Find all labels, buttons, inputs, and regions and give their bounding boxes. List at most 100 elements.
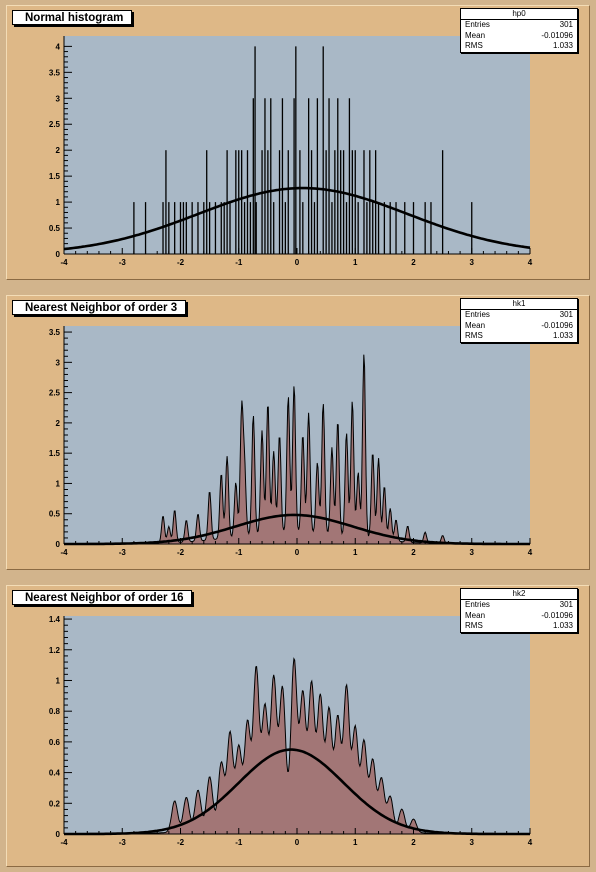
x-tick-label: 3 bbox=[470, 838, 475, 847]
y-tick-label: 1.2 bbox=[49, 646, 61, 655]
stats-mean-label: Mean bbox=[465, 320, 486, 330]
gaussian-fit-curve bbox=[64, 748, 530, 836]
stats-row-rms: RMS 1.033 bbox=[461, 41, 577, 52]
stats-entries-label: Entries bbox=[465, 600, 490, 609]
x-tick-label: 0 bbox=[295, 258, 300, 267]
x-tick-label: 2 bbox=[411, 838, 416, 847]
stats-entries-value: 301 bbox=[559, 20, 573, 29]
x-tick-label: -2 bbox=[177, 548, 185, 557]
stats-row-entries: Entries 301 bbox=[461, 310, 577, 321]
y-tick-label: 1.5 bbox=[49, 172, 61, 181]
x-tick-label: 1 bbox=[353, 838, 358, 847]
y-tick-label: 0.2 bbox=[49, 799, 61, 808]
x-tick-label: 1 bbox=[353, 258, 358, 267]
stats-mean-label: Mean bbox=[465, 610, 486, 620]
x-tick-label: 4 bbox=[528, 838, 533, 847]
y-tick-label: 1 bbox=[56, 676, 61, 685]
gaussian-fit-curve bbox=[64, 513, 530, 546]
stats-entries-value: 301 bbox=[559, 600, 573, 609]
y-tick-label: 2.5 bbox=[49, 389, 61, 398]
stats-name: hk1 bbox=[461, 299, 577, 310]
y-tick-label: 2 bbox=[56, 146, 61, 155]
stats-mean-value: -0.01096 bbox=[541, 30, 573, 40]
x-tick-label: 3 bbox=[470, 258, 475, 267]
y-tick-label: 0 bbox=[56, 830, 61, 839]
x-tick-label: -3 bbox=[119, 838, 127, 847]
chart-title: Normal histogram bbox=[12, 10, 133, 25]
stats-name: hp0 bbox=[461, 9, 577, 20]
stats-row-rms: RMS 1.033 bbox=[461, 331, 577, 342]
stats-rms-label: RMS bbox=[465, 41, 483, 50]
stats-entries-label: Entries bbox=[465, 20, 490, 29]
stats-rms-value: 1.033 bbox=[552, 331, 573, 340]
stats-rms-label: RMS bbox=[465, 621, 483, 630]
chart-normal-histogram: -4 -3 -2 -1 0 1 2 3 4 0 0.5 1 1.5 2 2.5 3 3.5 4 bbox=[49, 36, 533, 267]
y-tick-label: 0.5 bbox=[49, 510, 61, 519]
stats-mean-value: -0.01096 bbox=[541, 320, 573, 330]
y-tick-label: 0 bbox=[56, 250, 61, 259]
pad-nearest-neighbor-3: -4 -3 -2 -1 0 1 2 3 4 0 0.5 1 1.5 2 2.5 3 3.5 Nearest Ne… bbox=[6, 295, 590, 570]
stats-mean-label: Mean bbox=[465, 30, 486, 40]
x-tick-label: -1 bbox=[235, 258, 243, 267]
x-tick-label: -3 bbox=[119, 258, 127, 267]
stats-row-mean: Mean -0.01096 bbox=[461, 321, 577, 332]
stats-box: hk2 Entries 301 Mean -0.01096 RMS 1.033 bbox=[460, 588, 578, 633]
gaussian-fit-curve bbox=[63, 186, 531, 251]
y-tick-label: 1 bbox=[56, 198, 61, 207]
y-tick-label: 2 bbox=[56, 419, 61, 428]
stats-box: hp0 Entries 301 Mean -0.01096 RMS 1.033 bbox=[460, 8, 578, 53]
x-tick-label: 3 bbox=[470, 548, 475, 557]
chart-nearest-neighbor-16: -4 -3 -2 -1 0 1 2 3 4 0 0.2 0.4 0.6 0.8 1 1.2 1.4 bbox=[49, 615, 533, 847]
y-tick-label: 0.4 bbox=[49, 769, 61, 778]
stats-box: hk1 Entries 301 Mean -0.01096 RMS 1.033 bbox=[460, 298, 578, 343]
y-tick-label: 0 bbox=[56, 540, 61, 549]
stats-row-rms: RMS 1.033 bbox=[461, 621, 577, 632]
y-tick-label: 2.5 bbox=[49, 120, 61, 129]
stats-row-mean: Mean -0.01096 bbox=[461, 611, 577, 622]
y-tick-label: 3 bbox=[56, 94, 61, 103]
stats-row-mean: Mean -0.01096 bbox=[461, 31, 577, 42]
x-tick-label: -4 bbox=[60, 548, 68, 557]
chart-title: Nearest Neighbor of order 16 bbox=[12, 590, 193, 605]
stats-rms-label: RMS bbox=[465, 331, 483, 340]
y-tick-label: 1 bbox=[56, 479, 61, 488]
y-tick-label: 3 bbox=[56, 358, 61, 367]
x-tick-label: 0 bbox=[295, 548, 300, 557]
stats-entries-label: Entries bbox=[465, 310, 490, 319]
x-tick-label: -4 bbox=[60, 838, 68, 847]
chart-nearest-neighbor-3: -4 -3 -2 -1 0 1 2 3 4 0 0.5 1 1.5 2 2.5 3 3.5 bbox=[49, 326, 533, 557]
stats-mean-value: -0.01096 bbox=[541, 610, 573, 620]
stats-row-entries: Entries 301 bbox=[461, 600, 577, 611]
x-tick-label: -2 bbox=[177, 258, 185, 267]
x-tick-label: -1 bbox=[235, 548, 243, 557]
y-tick-label: 1.4 bbox=[49, 615, 61, 624]
chart-title: Nearest Neighbor of order 3 bbox=[12, 300, 187, 315]
x-tick-label: -2 bbox=[177, 838, 185, 847]
x-tick-label: -4 bbox=[60, 258, 68, 267]
y-tick-label: 4 bbox=[56, 42, 61, 51]
x-tick-label: 4 bbox=[528, 548, 533, 557]
y-tick-label: 3.5 bbox=[49, 68, 61, 77]
x-tick-label: 4 bbox=[528, 258, 533, 267]
stats-row-entries: Entries 301 bbox=[461, 20, 577, 31]
x-tick-label: -1 bbox=[235, 838, 243, 847]
stats-entries-value: 301 bbox=[559, 310, 573, 319]
y-tick-label: 0.5 bbox=[49, 224, 61, 233]
y-tick-label: 0.6 bbox=[49, 738, 61, 747]
y-tick-label: 1.5 bbox=[49, 449, 61, 458]
x-tick-label: -3 bbox=[119, 548, 127, 557]
stats-rms-value: 1.033 bbox=[552, 621, 573, 630]
pad-nearest-neighbor-16: -4 -3 -2 -1 0 1 2 3 4 0 0.2 0.4 0.6 0.8 1 1.2 1.4 Neares… bbox=[6, 585, 590, 867]
stats-rms-value: 1.033 bbox=[552, 41, 573, 50]
pad-normal-histogram: -4 -3 -2 -1 0 1 2 3 4 0 0.5 1 1.5 2 2.5 3 3.5 4 Normal hi… bbox=[6, 5, 590, 280]
plot-area bbox=[64, 36, 530, 254]
y-tick-label: 3.5 bbox=[49, 328, 61, 337]
x-tick-label: 0 bbox=[295, 838, 300, 847]
stats-name: hk2 bbox=[461, 589, 577, 600]
y-tick-label: 0.8 bbox=[49, 707, 61, 716]
x-tick-label: 2 bbox=[411, 258, 416, 267]
x-tick-label: 1 bbox=[353, 548, 358, 557]
x-tick-label: 2 bbox=[411, 548, 416, 557]
density-area bbox=[64, 658, 530, 834]
